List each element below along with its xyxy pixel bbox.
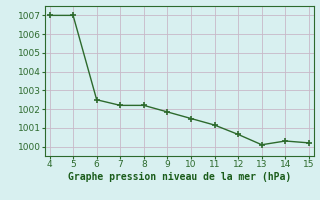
- X-axis label: Graphe pression niveau de la mer (hPa): Graphe pression niveau de la mer (hPa): [68, 172, 291, 182]
